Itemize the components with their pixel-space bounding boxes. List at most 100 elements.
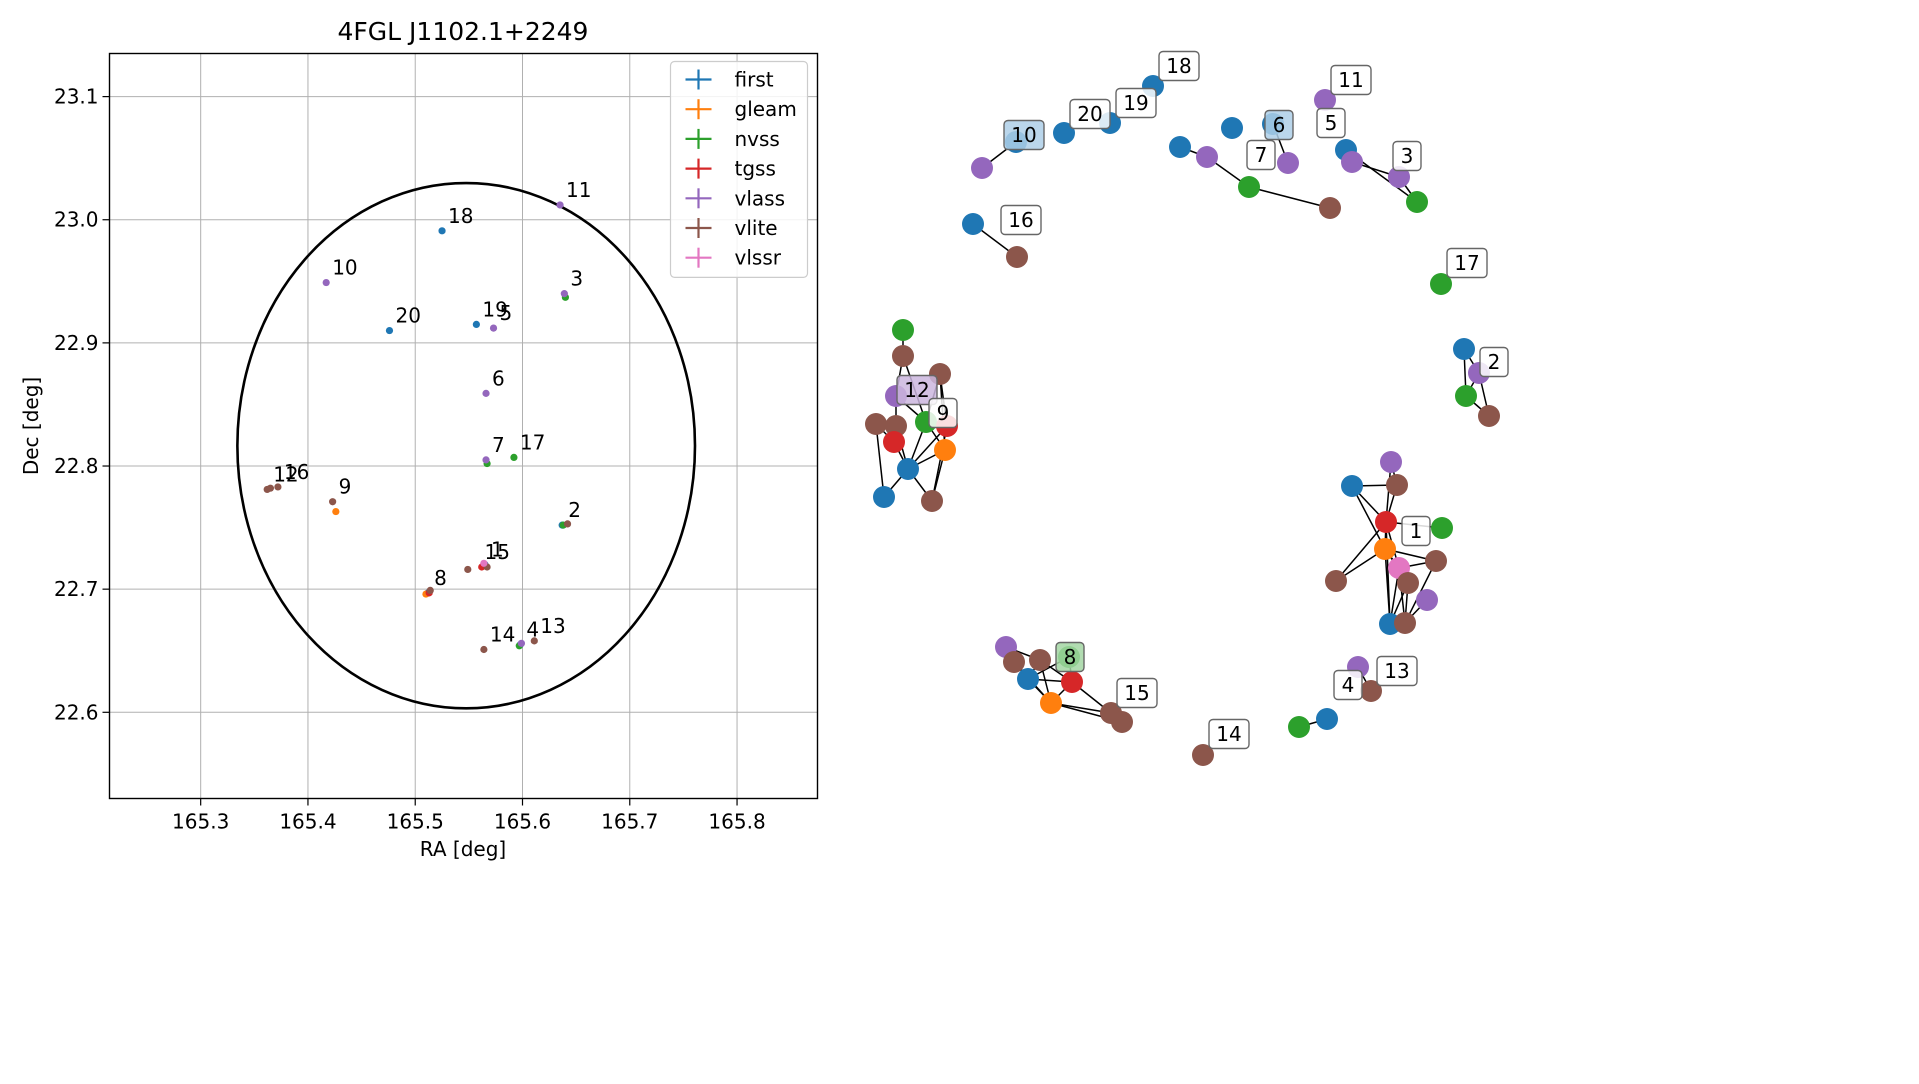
network-label: 1	[1410, 519, 1423, 543]
network-node	[1431, 517, 1453, 539]
network-edge	[931, 425, 948, 502]
network-label-box	[1376, 655, 1418, 687]
point-label: 11	[566, 178, 591, 202]
network-node	[1406, 191, 1428, 213]
network-label: 2	[1488, 350, 1501, 374]
point-label: 2	[568, 498, 581, 522]
network-label-box	[928, 397, 958, 429]
network-node	[1386, 474, 1408, 496]
network-node	[1478, 405, 1500, 427]
x-tick-label: 165.8	[708, 810, 765, 834]
network-node	[885, 415, 907, 437]
axis-ticks: 165.3 165.4 165.5 165.6 165.7 165.822.622.722…	[54, 85, 766, 834]
network-node	[1221, 117, 1243, 139]
point-label: 4	[526, 618, 539, 642]
chart-title: 4FGL J1102.1+2249	[338, 17, 589, 46]
data-point-vlite	[464, 565, 472, 574]
network-label-box	[1264, 109, 1294, 141]
network-node	[1341, 475, 1363, 497]
network-node	[1061, 671, 1083, 693]
network-node	[1111, 711, 1133, 733]
network-node	[897, 458, 919, 480]
network-node	[1006, 246, 1028, 268]
network-node	[1380, 451, 1402, 473]
data-point-vlass	[322, 278, 330, 287]
network-node	[1425, 550, 1447, 572]
network-node	[1397, 572, 1419, 594]
network-label: 14	[1216, 722, 1241, 746]
scatter-points	[263, 201, 572, 654]
legend-label-tgss: tgss	[735, 157, 776, 181]
network-node	[1394, 612, 1416, 634]
network-node	[1238, 176, 1260, 198]
legend-box	[669, 60, 809, 278]
point-label: 20	[395, 304, 420, 328]
legend: first gleam nvss tgss vlass vlite vlssr	[669, 60, 809, 278]
network-label-box	[1208, 718, 1250, 750]
network-label: 7	[1255, 143, 1268, 167]
data-point-first	[438, 227, 446, 235]
network-node	[921, 490, 943, 512]
network-node	[865, 413, 887, 435]
y-axis-label: Dec [deg]	[19, 377, 43, 475]
network-label: 13	[1384, 659, 1409, 683]
point-label: 13	[540, 614, 565, 638]
network-label-box	[896, 374, 938, 406]
network-node	[892, 345, 914, 367]
network-label: 17	[1454, 251, 1479, 275]
network-node	[1416, 589, 1438, 611]
network-node	[1360, 680, 1382, 702]
network-node	[1288, 716, 1310, 738]
x-axis-label: RA [deg]	[420, 837, 506, 861]
network-label: 8	[1064, 645, 1077, 669]
data-point-vlite	[480, 645, 488, 654]
network-label-box	[1330, 64, 1372, 96]
point-label: 6	[492, 366, 505, 390]
network-label-box	[1316, 107, 1346, 139]
x-tick-label: 165.5	[387, 810, 444, 834]
y-tick-label: 22.9	[54, 331, 99, 355]
point-label: 18	[448, 204, 473, 228]
network-node	[883, 431, 905, 453]
point-label: 17	[520, 430, 545, 454]
network-label: 19	[1123, 91, 1148, 115]
network-label: 16	[1008, 208, 1033, 232]
point-label: 7	[492, 433, 505, 457]
network-label-box	[1479, 346, 1509, 378]
network-node	[1029, 649, 1051, 671]
x-tick-label: 165.7	[601, 810, 658, 834]
point-label: 16	[284, 460, 309, 484]
network-node	[1455, 385, 1477, 407]
x-tick-label: 165.6	[494, 810, 551, 834]
network-node	[873, 486, 895, 508]
network-label: 18	[1166, 54, 1191, 78]
network-node	[1017, 668, 1039, 690]
data-point-vlite	[266, 484, 275, 492]
point-label: 10	[332, 256, 357, 280]
data-point-first	[472, 320, 480, 329]
point-label: 3	[570, 267, 583, 291]
network-label-box	[1246, 139, 1276, 171]
data-point-vlass	[556, 201, 564, 209]
axes-frame	[108, 52, 819, 800]
network-node	[1453, 338, 1475, 360]
network-node	[1325, 570, 1347, 592]
y-tick-label: 23.1	[54, 85, 99, 109]
network-node	[1003, 651, 1025, 673]
legend-label-vlssr: vlssr	[735, 246, 782, 270]
network-edge	[875, 423, 885, 498]
network-node	[1374, 538, 1396, 560]
network-label-box	[1158, 50, 1200, 82]
network-node	[934, 439, 956, 461]
y-tick-label: 22.6	[54, 700, 99, 724]
network-node	[1430, 273, 1452, 295]
data-point-vlite	[563, 520, 572, 528]
network-label: 4	[1342, 673, 1355, 697]
network-label-box	[1401, 515, 1431, 547]
network-edge	[1335, 521, 1387, 582]
network-node	[892, 319, 914, 341]
